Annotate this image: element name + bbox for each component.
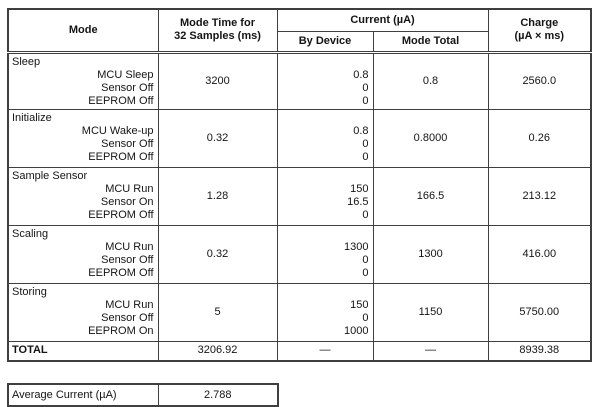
table-row-scaling: Scaling MCU Run Sensor Off EEPROM Off 0.… (7, 224, 592, 284)
header-current: Current (µA) (276, 8, 489, 32)
power-budget-table: Mode Mode Time for 32 Samples (ms) Curre… (7, 8, 593, 362)
by-device-value: 0 (362, 253, 369, 266)
mode-cell: Sleep MCU Sleep Sensor Off EEPROM Off (7, 51, 159, 110)
mode-time-value: 5 (157, 282, 278, 342)
device-line: MCU Run (105, 298, 154, 311)
table-row-storing: Storing MCU Run Sensor Off EEPROM On 5 1… (7, 282, 592, 342)
charge-value: 416.00 (487, 224, 592, 284)
table-row-sleep: Sleep MCU Sleep Sensor Off EEPROM Off 32… (7, 51, 592, 110)
by-device-cell: 150 16.5 0 (276, 166, 374, 226)
average-current-table: Average Current (µA) 2.788 (7, 383, 279, 407)
charge-value: 0.26 (487, 108, 592, 168)
mode-total-value: 0.8 (372, 51, 489, 110)
mode-total-value: 1300 (372, 224, 489, 284)
device-line: Sensor Off (101, 253, 154, 266)
mode-name: Storing (12, 285, 47, 298)
by-device-value: 150 (350, 182, 369, 195)
mode-total-value: 166.5 (372, 166, 489, 226)
by-device-value: 0 (362, 208, 369, 221)
device-line: Sensor Off (101, 311, 154, 324)
total-label: TOTAL (7, 340, 159, 362)
header-mode: Mode (7, 8, 159, 54)
by-device-value: 0 (362, 94, 369, 107)
device-line: EEPROM Off (88, 94, 154, 107)
mode-total-value: 1150 (372, 282, 489, 342)
by-device-value: 0 (362, 311, 369, 324)
device-line: EEPROM Off (88, 208, 154, 221)
device-line: Sensor Off (101, 81, 154, 94)
table-row-sample-sensor: Sample Sensor MCU Run Sensor On EEPROM O… (7, 166, 592, 226)
mode-time-value: 3200 (157, 51, 278, 110)
by-device-value: 0.8 (353, 68, 369, 81)
by-device-value: 0 (362, 137, 369, 150)
header-charge-line2: (µA × ms) (514, 30, 565, 43)
mode-time-value: 0.32 (157, 224, 278, 284)
device-line: MCU Run (105, 182, 154, 195)
device-line: EEPROM Off (88, 266, 154, 279)
by-device-value: 0 (362, 266, 369, 279)
device-line: Sensor Off (101, 137, 154, 150)
by-device-value: 0 (362, 150, 369, 163)
average-current-row: Average Current (µA) 2.788 (7, 383, 279, 407)
mode-name: Initialize (12, 111, 52, 124)
mode-cell: Sample Sensor MCU Run Sensor On EEPROM O… (7, 166, 159, 226)
mode-time-value: 0.32 (157, 108, 278, 168)
by-device-cell: 1300 0 0 (276, 224, 374, 284)
spacer (278, 112, 369, 125)
table-header: Mode Mode Time for 32 Samples (ms) Curre… (7, 8, 592, 54)
spacer (278, 286, 369, 299)
device-line: MCU Wake-up (81, 124, 154, 137)
charge-value: 213.12 (487, 166, 592, 226)
by-device-cell: 150 0 1000 (276, 282, 374, 342)
header-mode-time: Mode Time for 32 Samples (ms) (157, 8, 278, 54)
device-line: EEPROM Off (88, 150, 154, 163)
header-mode-time-line1: Mode Time for (180, 17, 255, 30)
total-mode-total-dash: — (372, 340, 489, 362)
average-current-label: Average Current (µA) (7, 383, 159, 407)
total-charge-value: 8939.38 (487, 340, 592, 362)
device-line: EEPROM On (88, 324, 154, 337)
header-mode-time-line2: 32 Samples (ms) (174, 30, 261, 43)
average-current-value: 2.788 (157, 383, 279, 407)
by-device-value: 16.5 (347, 195, 369, 208)
device-line: Sensor On (100, 195, 154, 208)
by-device-cell: 0.8 0 0 (276, 108, 374, 168)
mode-cell: Scaling MCU Run Sensor Off EEPROM Off (7, 224, 159, 284)
spacer (278, 56, 369, 69)
total-time-value: 3206.92 (157, 340, 278, 362)
by-device-value: 1300 (344, 240, 369, 253)
by-device-cell: 0.8 0 0 (276, 51, 374, 110)
header-charge: Charge (µA × ms) (487, 8, 592, 54)
header-mode-total: Mode Total (372, 30, 489, 54)
header-by-device: By Device (276, 30, 374, 54)
header-charge-line1: Charge (520, 17, 559, 30)
mode-name: Sample Sensor (12, 169, 88, 182)
table-row-total: TOTAL 3206.92 — — 8939.38 (7, 340, 592, 362)
device-line: MCU Run (105, 240, 154, 253)
by-device-value: 0.8 (353, 124, 369, 137)
spacer (278, 228, 369, 241)
mode-name: Scaling (12, 227, 49, 240)
charge-value: 2560.0 (487, 51, 592, 110)
total-by-device-dash: — (276, 340, 374, 362)
table-row-initialize: Initialize MCU Wake-up Sensor Off EEPROM… (7, 108, 592, 168)
spacer (278, 170, 369, 183)
device-line: MCU Sleep (97, 68, 154, 81)
mode-cell: Storing MCU Run Sensor Off EEPROM On (7, 282, 159, 342)
charge-value: 5750.00 (487, 282, 592, 342)
mode-time-value: 1.28 (157, 166, 278, 226)
by-device-value: 150 (350, 298, 369, 311)
by-device-value: 1000 (344, 324, 369, 337)
mode-cell: Initialize MCU Wake-up Sensor Off EEPROM… (7, 108, 159, 168)
by-device-value: 0 (362, 81, 369, 94)
mode-total-value: 0.8000 (372, 108, 489, 168)
mode-name: Sleep (12, 55, 41, 68)
